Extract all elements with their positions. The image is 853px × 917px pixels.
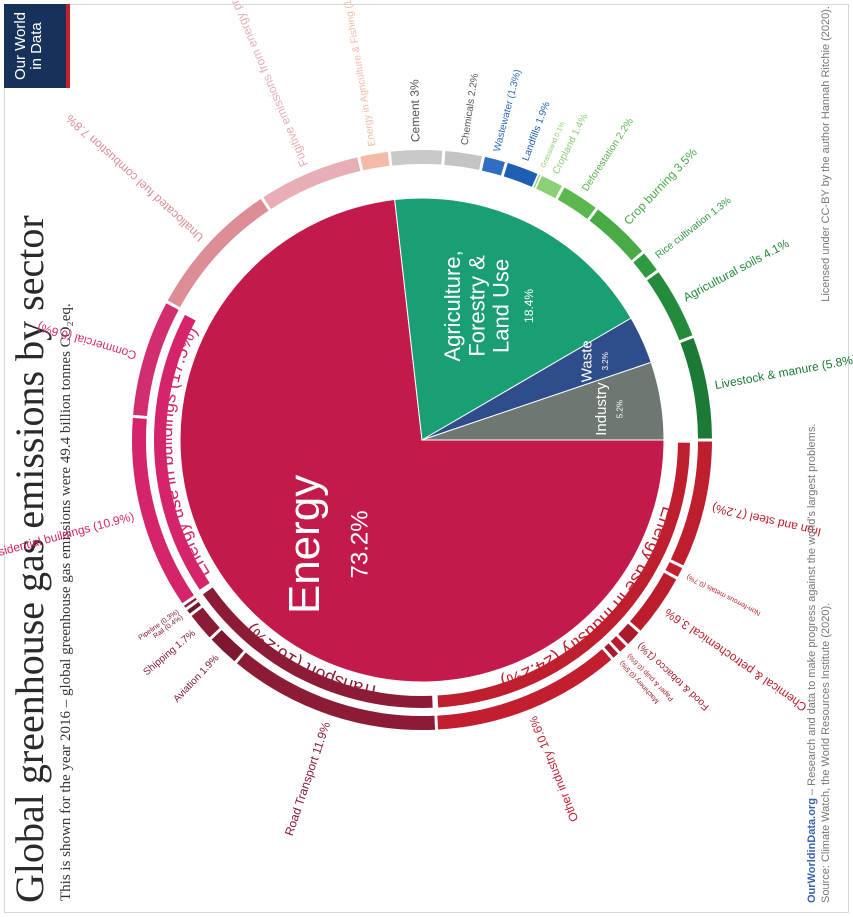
inner-label-value: 73.2% bbox=[346, 510, 373, 578]
outer-label-non-ferrous-metals: Non-ferrous metals (0.7%) bbox=[686, 573, 762, 617]
footer-mission: – Research and data to make progress aga… bbox=[806, 423, 818, 799]
outer-label-rice-cultivation: Rice cultivation 1.3% bbox=[654, 195, 734, 261]
outer-arc-road-transport bbox=[236, 652, 436, 730]
outer-arc-food-and-tobacco bbox=[618, 623, 639, 644]
outer-label-agricultural-soils: Agricultural soils 4.1% bbox=[681, 236, 792, 304]
inner-slice-industry bbox=[421, 361, 665, 441]
outer-arc-machinery bbox=[604, 643, 619, 658]
outer-arc-rice-cultivation bbox=[633, 253, 657, 279]
inner-label-name: Land Use bbox=[489, 259, 514, 353]
outer-label-crop-burning: Crop burning 3.5% bbox=[621, 145, 700, 228]
outer-arc-chemicals bbox=[444, 150, 482, 170]
outer-arc-energy-in-agriculture-and-fishing bbox=[360, 152, 390, 171]
outer-arc-cropland bbox=[536, 175, 562, 199]
outer-label-unallocated-fuel-combustion: Unallocated fuel combustion 7.8% bbox=[63, 111, 207, 244]
middle-arc-transport bbox=[202, 587, 433, 708]
inner-label-industry: Industry 5.2% bbox=[593, 382, 625, 436]
inner-label-value: 5.2% bbox=[616, 400, 625, 418]
inner-label-waste: Waste 3.2% bbox=[579, 340, 611, 382]
inner-label-name: Agriculture, bbox=[440, 250, 465, 361]
inner-label-energy: Energy 73.2% bbox=[280, 475, 373, 614]
outer-label-deforestation: Deforestation 2.2% bbox=[580, 116, 636, 193]
inner-label-value: 3.2% bbox=[601, 352, 610, 370]
inner-label-name: Forestry & bbox=[464, 255, 489, 357]
outer-arc-crop-burning bbox=[589, 209, 643, 261]
outer-label-chemical-and-petrochemical: Chemical & petrochemical 3.6% bbox=[662, 605, 810, 714]
outer-arc-residential-buildings bbox=[132, 417, 194, 604]
outer-arc-livestock-and-manure bbox=[680, 338, 712, 439]
outer-label-cement: Cement 3% bbox=[407, 79, 422, 142]
outer-label-livestock-and-manure: Livestock & manure (5.8%) bbox=[714, 352, 853, 392]
outer-label-commercial: Commercial (6.6%) bbox=[36, 320, 138, 363]
owid-link[interactable]: OurWorldinData.org bbox=[806, 798, 818, 903]
outer-arc-deforestation bbox=[557, 187, 596, 219]
middle-arc-energy-use-in-buildings bbox=[154, 314, 210, 590]
outer-arc-rail bbox=[187, 601, 201, 614]
outer-arc-fugitive-emissions-from-energy-production bbox=[263, 157, 361, 209]
inner-slice-energy bbox=[179, 198, 665, 683]
outer-label-other-industry: Other industry 10.6% bbox=[526, 714, 581, 824]
license-pre: Licensed under bbox=[820, 223, 832, 302]
outer-label-aviation: Aviation 1.9% bbox=[172, 653, 222, 705]
footer-source: Source: Climate Watch, the World Resourc… bbox=[820, 602, 832, 903]
footer-line-1: OurWorldinData.org – Research and data t… bbox=[806, 424, 818, 903]
outer-arc-other-industry bbox=[437, 649, 612, 730]
outer-arc-unallocated-fuel-combustion bbox=[167, 198, 269, 308]
outer-label-energy-in-agriculture-and-fishing: Energy in Agriculture & Fishing (1.7%) bbox=[339, 0, 378, 147]
outer-arc-shipping bbox=[191, 607, 220, 638]
inner-label-name: Waste bbox=[579, 340, 596, 382]
cc-by-link[interactable]: CC-BY bbox=[820, 189, 832, 224]
inner-label-value: 18.4% bbox=[522, 289, 536, 323]
outer-arc-non-ferrous-metals bbox=[665, 561, 683, 577]
outer-arc-commercial bbox=[133, 303, 179, 417]
outer-label-road-transport: Road Transport 11.9% bbox=[282, 720, 333, 838]
outer-arc-cement bbox=[390, 150, 443, 166]
outer-arc-grassland bbox=[533, 174, 541, 188]
middle-arc-energy-use-in-industry bbox=[437, 442, 690, 708]
footer-license: Licensed under CC-BY by the author Hanna… bbox=[820, 6, 832, 302]
outer-label-wastewater: Wastewater (1.3%) bbox=[492, 68, 524, 153]
outer-arc-aviation bbox=[211, 629, 244, 662]
outer-arc-agricultural-soils bbox=[647, 272, 693, 341]
outer-arc-chemical-and-petrochemical bbox=[629, 572, 677, 631]
outer-label-chemicals: Chemicals 2.2% bbox=[460, 73, 481, 146]
outer-label-fugitive-emissions-from-energy-production: Fugitive emissions from energy productio… bbox=[198, 0, 311, 169]
outer-arc-paper-and-pulp bbox=[610, 636, 626, 652]
license-post: by the author Hannah Ritchie (2020). bbox=[820, 6, 832, 190]
inner-label-name: Energy bbox=[280, 475, 329, 614]
inner-label-agriculture-forestry-and-land-use: Agriculture, Forestry & Land Use 18.4% bbox=[440, 250, 536, 361]
outer-label-residential-buildings: Residential buildings (10.9%) bbox=[0, 509, 136, 563]
outer-arc-landfills bbox=[503, 162, 538, 187]
inner-label-name: Industry bbox=[593, 382, 610, 436]
outer-arc-iron-and-steel bbox=[670, 441, 712, 566]
inner-slice-agriculture-forestry-and-land-use bbox=[394, 197, 632, 441]
outer-arc-pipeline bbox=[184, 597, 197, 608]
outer-arc-wastewater bbox=[481, 156, 505, 176]
